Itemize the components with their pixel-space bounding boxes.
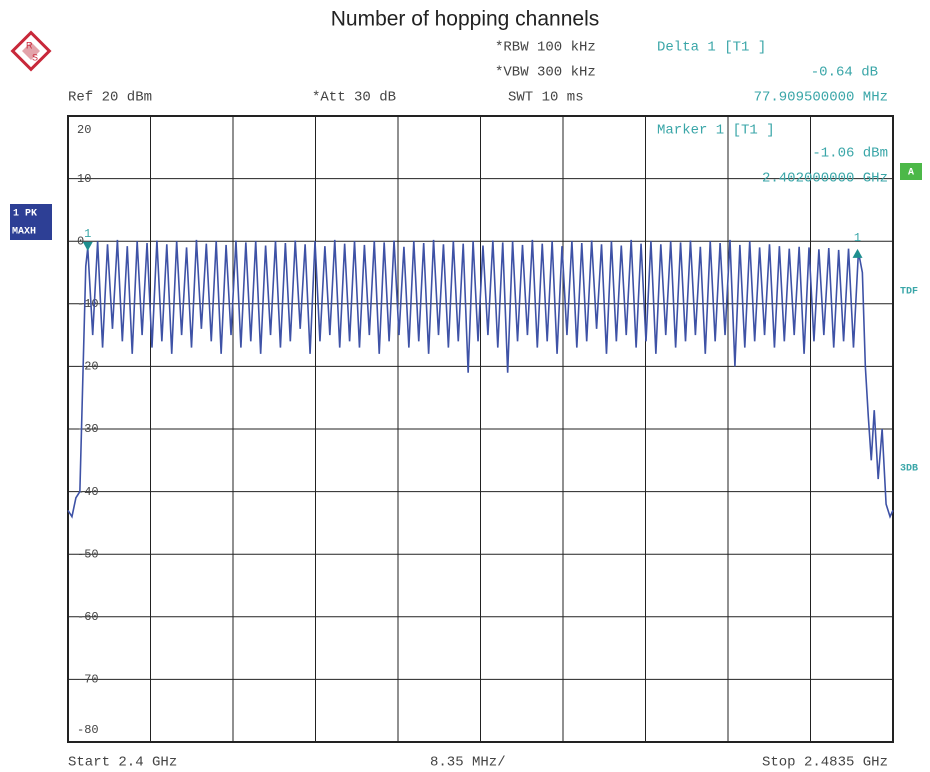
trace-mode: 1 PK xyxy=(13,209,37,220)
y-tick-label: 10 xyxy=(77,172,91,186)
y-tick-label: -70 xyxy=(77,673,99,687)
y-tick-label: 20 xyxy=(77,123,91,137)
a-label: A xyxy=(908,168,914,179)
marker-info: Marker 1 [T1 ] xyxy=(657,123,775,139)
trace-badge xyxy=(10,204,52,240)
marker-info: 2.402000000 GHz xyxy=(762,171,888,187)
trace xyxy=(67,239,894,519)
y-tick-label: 0 xyxy=(77,234,84,248)
ref-level: Ref 20 dBm xyxy=(68,90,152,106)
y-tick-label: -40 xyxy=(77,485,99,499)
3db-label: 3DB xyxy=(900,464,918,475)
y-tick-label: -10 xyxy=(77,297,99,311)
y-tick-label: -20 xyxy=(77,360,99,374)
a-badge xyxy=(900,163,922,180)
tdf-label: TDF xyxy=(900,287,918,298)
y-tick-label: -60 xyxy=(77,610,99,624)
plot-frame xyxy=(67,115,894,743)
y-tick-label: -50 xyxy=(77,547,99,561)
marker xyxy=(82,241,93,251)
y-tick-label: -80 xyxy=(77,723,99,737)
rs-logo: R S xyxy=(10,30,52,72)
start-freq: Start 2.4 GHz xyxy=(68,755,177,771)
svg-text:S: S xyxy=(32,52,38,62)
chart-title: Number of hopping channels xyxy=(331,8,600,31)
marker-label: 1 xyxy=(84,227,91,241)
span-per-div: 8.35 MHz/ xyxy=(430,755,506,771)
detector: MAXH xyxy=(12,227,36,238)
delta-freq: 77.909500000 MHz xyxy=(754,90,888,106)
delta-marker: Delta 1 [T1 ] xyxy=(657,40,766,56)
svg-text:R: R xyxy=(26,40,33,50)
marker-label: 1 xyxy=(854,231,861,245)
plot-area: 20 10 0 -10 -20 -30 -40 -50 -60 -70 -80 Marker 1 [T… xyxy=(67,115,894,743)
marker-info: -1.06 dBm xyxy=(812,146,888,162)
delta-level: -0.64 dB xyxy=(811,65,878,81)
rbw: *RBW 100 kHz xyxy=(495,40,596,56)
attenuation: *Att 30 dB xyxy=(312,90,396,106)
y-tick-label: -30 xyxy=(77,422,99,436)
marker xyxy=(852,248,863,258)
vbw: *VBW 300 kHz xyxy=(495,65,596,81)
stop-freq: Stop 2.4835 GHz xyxy=(762,755,888,771)
sweep-time: SWT 10 ms xyxy=(508,90,584,106)
